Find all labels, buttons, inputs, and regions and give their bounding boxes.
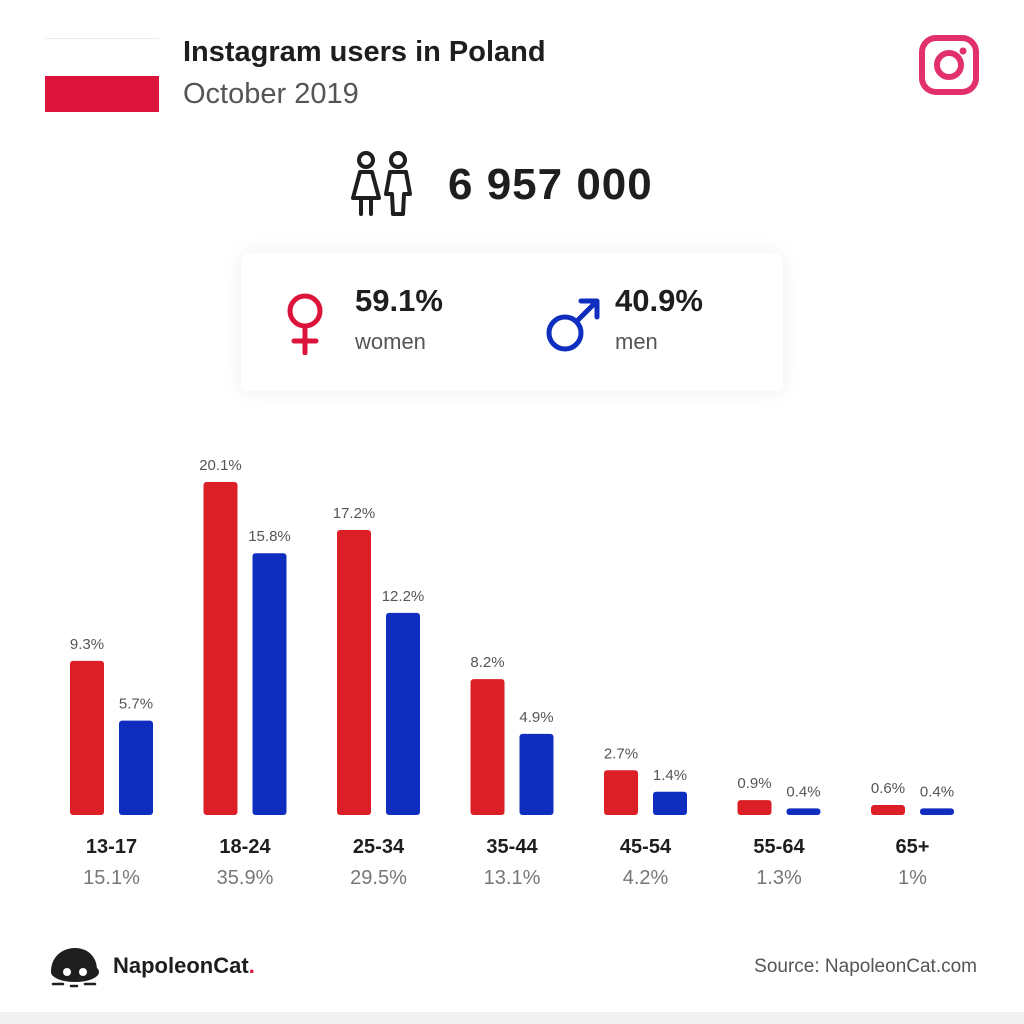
instagram-icon: [919, 35, 979, 95]
age-category-label: 18-24: [219, 836, 271, 858]
bar-value-label: 9.3%: [70, 636, 104, 653]
bar-value-label: 2.7%: [604, 745, 638, 762]
bar-value-label: 0.9%: [737, 775, 771, 792]
age-category-label: 45-54: [620, 836, 672, 858]
flag-red-stripe: [45, 76, 159, 112]
women-label: women: [355, 329, 426, 354]
age-gender-bar-chart: 9.3% 5.7% 13-17 15.1% 20.1% 15.8% 18-24 35.9% 17…: [70, 457, 954, 889]
bar-value-label: 17.2%: [333, 505, 376, 522]
gender-split-card: 59.1% women 40.9% men: [241, 253, 783, 391]
bar-value-label: 5.7%: [119, 696, 153, 713]
bar-value-label: 0.6%: [871, 780, 905, 797]
bar-35-44-series-1: [470, 679, 505, 815]
bar-value-label: 1.4%: [653, 767, 687, 784]
age-category-total: 1%: [898, 867, 927, 889]
bar-13-17-series-1: [70, 660, 104, 815]
napoleoncat-logo-icon: [51, 948, 99, 988]
women-percentage: 59.1%: [355, 283, 443, 318]
female-symbol-icon: [287, 293, 323, 355]
age-category-total: 15.1%: [83, 867, 140, 889]
men-percentage: 40.9%: [615, 283, 703, 318]
age-category-total: 4.2%: [623, 867, 669, 889]
flag-white-stripe: [45, 38, 159, 75]
bar-25-34-series-1: [337, 530, 371, 815]
napoleoncat-brand: NapoleonCat.: [45, 942, 255, 990]
age-category-label: 35-44: [486, 836, 538, 858]
age-category-total: 13.1%: [484, 867, 541, 889]
bar-value-label: 12.2%: [382, 588, 425, 605]
age-category-label: 55-64: [753, 836, 805, 858]
bottom-strip: [0, 1012, 1024, 1024]
poland-flag: [45, 38, 159, 112]
brand-text: NapoleonCat: [113, 953, 249, 978]
bar-value-label: 0.4%: [920, 783, 954, 800]
bar-value-label: 15.8%: [248, 528, 291, 545]
bar-55-64-series-2: [786, 808, 821, 815]
page-title: Instagram users in Poland: [183, 36, 546, 68]
source-credit: Source: NapoleonCat.com: [754, 956, 977, 977]
bar-45-54-series-2: [653, 791, 687, 815]
age-category-total: 35.9%: [217, 867, 274, 889]
bar-35-44-series-2: [519, 733, 554, 815]
age-category-total: 1.3%: [756, 867, 802, 889]
age-category-total: 29.5%: [350, 867, 407, 889]
male-symbol-icon: [546, 298, 600, 352]
bar-65+-series-2: [920, 808, 954, 815]
bar-13-17-series-2: [119, 720, 153, 815]
men-label: men: [615, 329, 658, 354]
bar-45-54-series-1: [604, 770, 638, 815]
brand-name: NapoleonCat.: [113, 953, 255, 979]
bar-65+-series-1: [871, 805, 905, 815]
age-category-label: 25-34: [353, 836, 405, 858]
bar-value-label: 8.2%: [470, 654, 504, 671]
age-category-label: 65+: [896, 836, 930, 858]
bar-value-label: 0.4%: [786, 783, 820, 800]
bar-value-label: 4.9%: [519, 709, 553, 726]
people-icon: [351, 151, 412, 216]
total-users: 6 957 000: [348, 150, 653, 220]
page-subtitle: October 2019: [183, 78, 359, 110]
bar-18-24-series-1: [203, 482, 238, 815]
age-category-label: 13-17: [86, 836, 137, 858]
bar-25-34-series-2: [386, 612, 420, 815]
bar-55-64-series-1: [737, 800, 772, 815]
brand-dot: .: [248, 953, 255, 978]
total-users-value: 6 957 000: [448, 160, 653, 209]
bar-18-24-series-2: [252, 553, 287, 815]
bar-value-label: 20.1%: [199, 457, 242, 474]
